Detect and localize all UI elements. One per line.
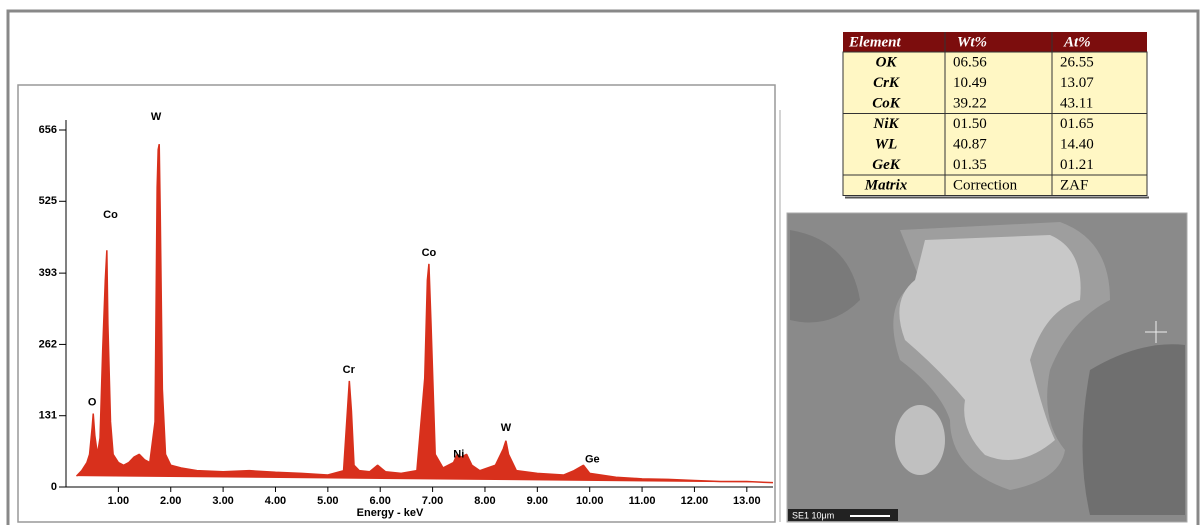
x-tick-label: 7.00	[422, 495, 443, 507]
table-cell: 01.50	[953, 116, 987, 132]
x-tick-label: 5.00	[317, 495, 338, 507]
y-tick-label: 0	[51, 481, 57, 493]
peak-label: Ge	[585, 454, 600, 466]
image-caption: SE1 10μm	[792, 510, 834, 520]
phase	[790, 230, 860, 323]
x-tick-label: 9.00	[527, 495, 548, 507]
table-body-bg	[842, 51, 1148, 196]
y-tick-label: 525	[39, 195, 57, 207]
table-element: Matrix	[864, 178, 908, 194]
table-cell: 43.11	[1060, 96, 1093, 112]
table-cell: 01.35	[953, 157, 987, 173]
y-tick-label: 393	[39, 267, 57, 279]
x-tick-label: 12.00	[681, 495, 709, 507]
table-element: NiK	[872, 116, 899, 132]
caption-bg	[788, 509, 898, 521]
table-cell: 39.22	[953, 96, 987, 112]
peak-label: W	[501, 422, 512, 434]
table-element: OK	[876, 55, 898, 71]
table-cell: ZAF	[1060, 178, 1088, 194]
peak-label: W	[151, 111, 162, 123]
table-element: CrK	[873, 75, 900, 91]
table-cell: 10.49	[953, 75, 987, 91]
x-tick-label: 10.00	[576, 495, 604, 507]
table-element: CoK	[872, 96, 901, 112]
table-header: At%	[1063, 34, 1091, 50]
table-cell: 14.40	[1060, 137, 1094, 153]
table-header: Element	[848, 34, 901, 50]
sem-image: SE1 10μm	[786, 212, 1188, 523]
table-header-bg	[843, 32, 1147, 52]
x-tick-label: 2.00	[160, 495, 181, 507]
peak-label: O	[88, 397, 97, 409]
x-tick-label: 11.00	[629, 495, 656, 507]
peak-label: Co	[422, 247, 437, 259]
table-cell: 40.87	[953, 137, 987, 153]
x-tick-label: 6.00	[370, 495, 391, 507]
spectrum	[75, 144, 774, 484]
phase	[1082, 344, 1185, 515]
table-cell: 06.56	[953, 55, 987, 71]
x-tick-label: 8.00	[474, 495, 495, 507]
y-tick-label: 656	[39, 124, 57, 136]
x-tick-label: 1.00	[108, 495, 129, 507]
frame	[6, 9, 1200, 525]
x-tick-label: 4.00	[265, 495, 286, 507]
table-cell: 13.07	[1060, 75, 1094, 91]
table-element: WL	[875, 137, 898, 153]
x-tick-label: 13.00	[733, 495, 761, 507]
peak-label: Cr	[343, 364, 356, 376]
peak-label: Ni	[453, 448, 464, 460]
table-cell: Correction	[953, 178, 1018, 194]
phase	[899, 235, 1081, 460]
chart-box	[17, 84, 776, 523]
phase	[895, 405, 945, 475]
table-header: Wt%	[957, 34, 987, 50]
peak-label: Co	[103, 209, 118, 221]
table-cell: 26.55	[1060, 55, 1094, 71]
x-axis-label: Energy - keV	[357, 507, 424, 519]
table-cell: 01.21	[1060, 157, 1094, 173]
table: Element Wt% At% OK 06.56 26.55 CrK 10.49 13.07 Co…	[842, 32, 1149, 199]
x-tick-label: 3.00	[212, 495, 233, 507]
table-element: GeK	[872, 157, 900, 173]
table-cell: 01.65	[1060, 116, 1094, 132]
y-tick-label: 131	[39, 410, 57, 422]
y-tick-label: 262	[39, 338, 57, 350]
